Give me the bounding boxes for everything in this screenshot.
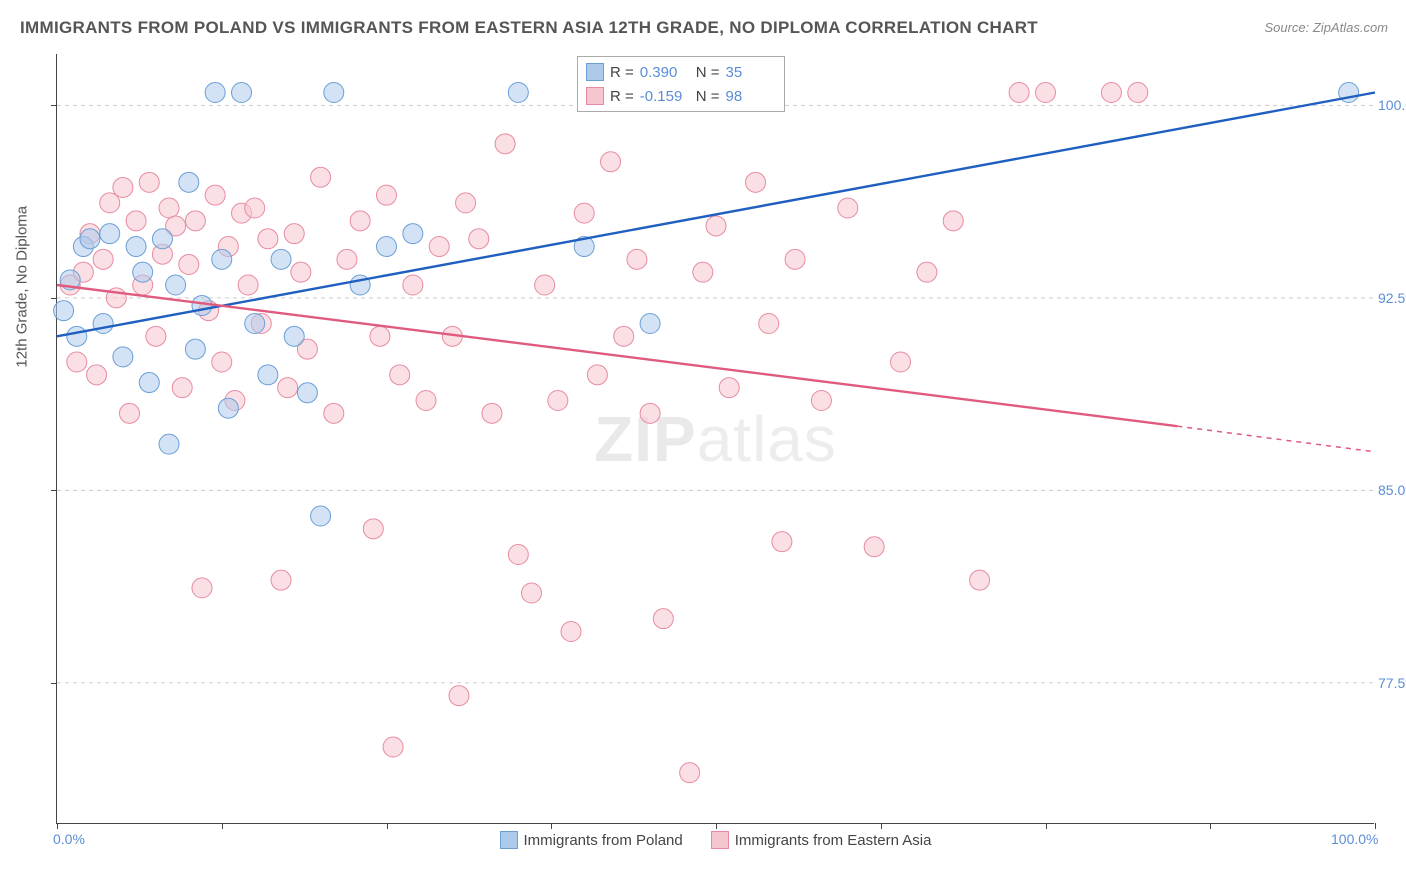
legend-item-b: Immigrants from Eastern Asia xyxy=(711,831,932,849)
stats-n-a: 35 xyxy=(726,64,776,81)
stats-r-label: R = xyxy=(610,88,634,105)
stats-n-label: N = xyxy=(696,88,720,105)
y-tick-label: 92.5% xyxy=(1378,290,1406,306)
plot-area: ZIPatlas R = 0.390 N = 35 R = -0.159 N =… xyxy=(56,54,1374,824)
stats-r-b: -0.159 xyxy=(640,88,690,105)
legend-label-a: Immigrants from Poland xyxy=(524,832,683,849)
stats-r-a: 0.390 xyxy=(640,64,690,81)
stats-row-b: R = -0.159 N = 98 xyxy=(586,84,776,108)
swatch-a xyxy=(586,63,604,81)
x-scale-label: 100.0% xyxy=(1331,831,1378,847)
source-label: Source: ZipAtlas.com xyxy=(1264,20,1388,35)
y-tick-label: 85.0% xyxy=(1378,482,1406,498)
y-tick-label: 77.5% xyxy=(1378,675,1406,691)
stats-r-label: R = xyxy=(610,64,634,81)
scatter-svg xyxy=(57,54,1374,823)
legend-swatch-b xyxy=(711,831,729,849)
bottom-legend: Immigrants from Poland Immigrants from E… xyxy=(500,831,932,849)
y-axis-title: 12th Grade, No Diploma xyxy=(14,206,31,368)
stats-row-a: R = 0.390 N = 35 xyxy=(586,60,776,84)
stats-n-b: 98 xyxy=(726,88,776,105)
chart-title: IMMIGRANTS FROM POLAND VS IMMIGRANTS FRO… xyxy=(20,18,1038,38)
legend-swatch-a xyxy=(500,831,518,849)
stats-box: R = 0.390 N = 35 R = -0.159 N = 98 xyxy=(577,56,785,112)
legend-item-a: Immigrants from Poland xyxy=(500,831,683,849)
x-scale-label: 0.0% xyxy=(53,831,85,847)
stats-n-label: N = xyxy=(696,64,720,81)
legend-label-b: Immigrants from Eastern Asia xyxy=(735,832,932,849)
swatch-b xyxy=(586,87,604,105)
y-tick-label: 100.0% xyxy=(1378,97,1406,113)
